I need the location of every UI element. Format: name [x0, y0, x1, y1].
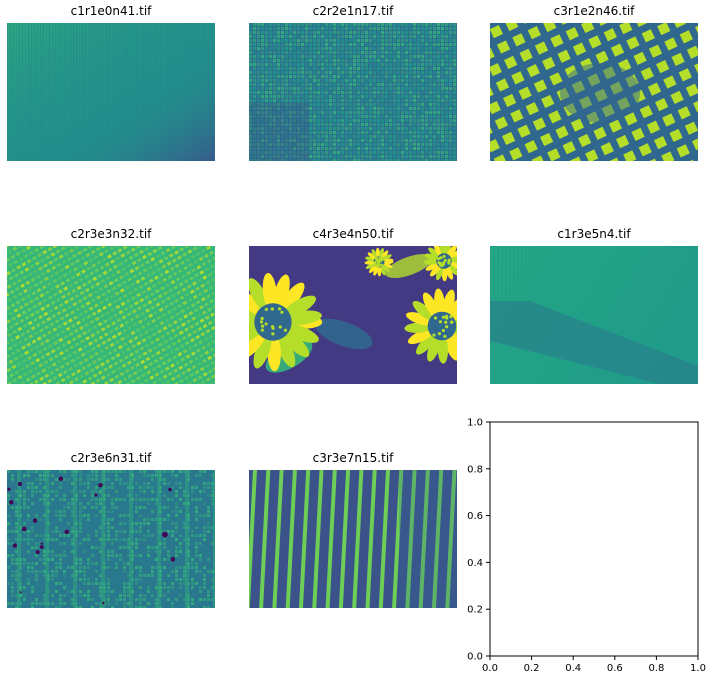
panel-title: c3r3e7n15.tif: [312, 451, 394, 465]
image-background: [7, 246, 215, 384]
axes-frame-rect: [489, 421, 699, 657]
axes-frame: 0.0 0.2 0.4 0.6 0.8 1.0 0.0 0.2 0.4 0.6 0.8 1.0: [467, 418, 706, 675]
image-panel-4: c2r3e3n32.tif: [7, 227, 215, 384]
x-tick-label: 0.2: [524, 663, 540, 674]
y-tick-label: 1.0: [467, 418, 483, 429]
image-panel-3: c3r1e2n46.tif: [490, 4, 698, 161]
y-tick-label: 0.8: [467, 464, 483, 475]
texture-image: [7, 246, 215, 384]
panel-title: c2r3e6n31.tif: [70, 451, 152, 465]
x-tick-label: 0.0: [482, 663, 498, 674]
texture-image: [249, 470, 457, 608]
panel-title: c2r3e3n32.tif: [70, 227, 152, 241]
empty-axes: 0.0 0.2 0.4 0.6 0.8 1.0 0.0 0.2 0.4 0.6 0.8 1.0: [467, 418, 706, 675]
panel-title: c1r1e0n41.tif: [70, 4, 152, 18]
image-panel-5: c4r3e4n50.tif: [249, 227, 457, 384]
texture-image: [7, 23, 215, 161]
y-tick-label: 0.6: [467, 511, 483, 522]
image-panel-8: c3r3e7n15.tif: [249, 451, 457, 608]
texture-image: [249, 23, 457, 161]
panel-title: c3r1e2n46.tif: [553, 4, 635, 18]
texture-image: [490, 23, 698, 161]
x-tick-label: 0.8: [648, 663, 664, 674]
panel-title: c2r2e1n17.tif: [312, 4, 394, 18]
texture-image: [490, 246, 698, 384]
image-panel-7: c2r3e6n31.tif: [7, 451, 215, 608]
y-tick-label: 0.2: [467, 605, 483, 616]
x-tick-label: 0.4: [565, 663, 581, 674]
x-tick-label: 1.0: [690, 663, 706, 674]
y-tick-label: 0.0: [467, 652, 483, 663]
image-panel-1: c1r1e0n41.tif: [7, 4, 215, 161]
image-panel-2: c2r2e1n17.tif: [249, 4, 457, 161]
panel-title: c1r3e5n4.tif: [557, 227, 631, 241]
image-panel-6: c1r3e5n4.tif: [490, 227, 698, 384]
panel-title: c4r3e4n50.tif: [312, 227, 394, 241]
texture-image: [249, 246, 457, 384]
x-tick-label: 0.6: [607, 663, 623, 674]
texture-image: [7, 470, 215, 608]
y-tick-label: 0.4: [467, 558, 483, 569]
